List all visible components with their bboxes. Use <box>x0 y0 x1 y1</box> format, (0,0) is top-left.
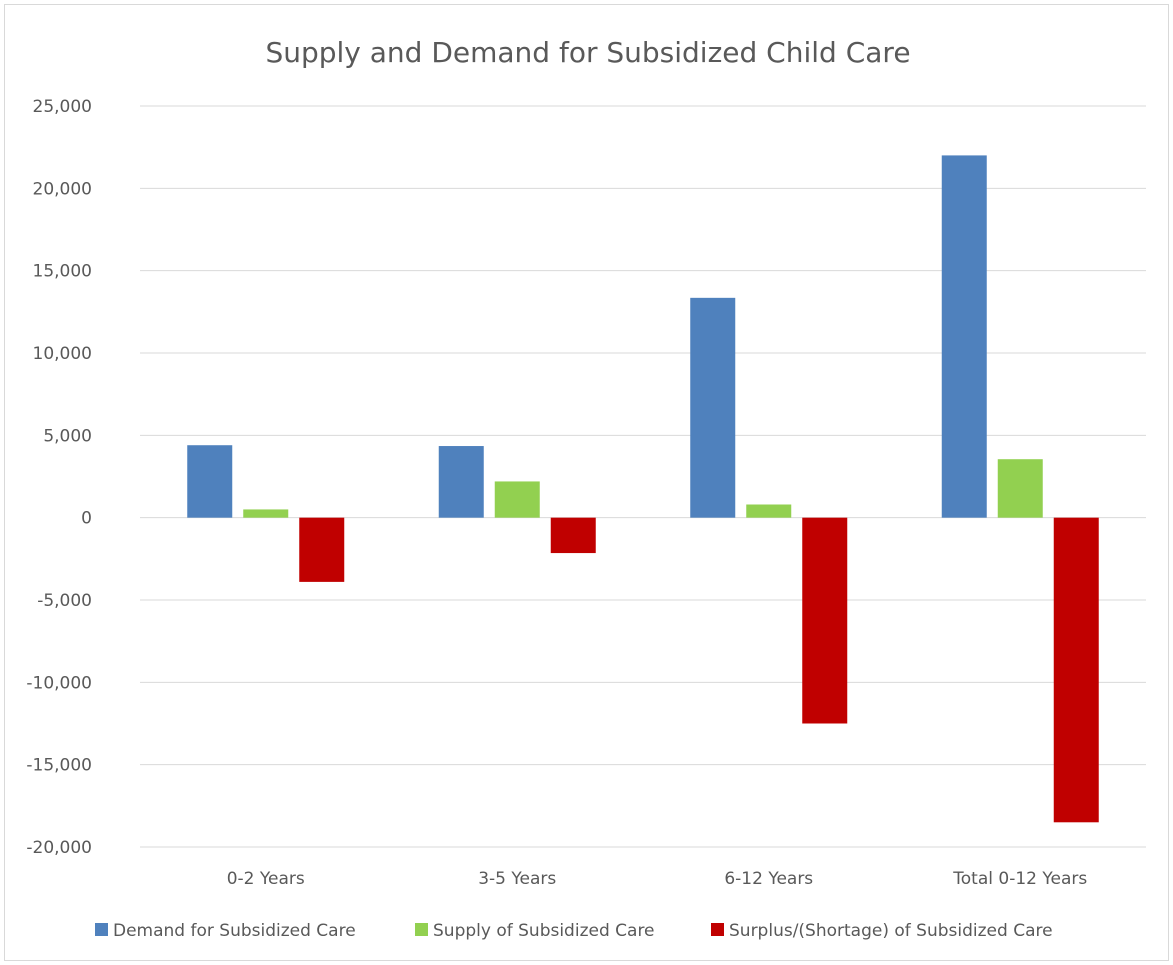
y-axis-tick-labels: 25,000 20,000 15,000 10,000 5,000 0 -5,000 -10,… <box>26 97 92 858</box>
y-tick-label: 20,000 <box>33 179 92 199</box>
bar-surplus-shortage <box>802 517 848 724</box>
x-category-label: 6-12 Years <box>724 869 813 889</box>
bar-supply <box>494 481 540 518</box>
x-category-label: 3-5 Years <box>478 869 556 889</box>
bar-surplus-shortage <box>550 517 596 554</box>
bar-demand <box>690 297 736 518</box>
bar-supply <box>746 504 792 518</box>
legend-label: Supply of Subsidized Care <box>433 921 655 941</box>
y-tick-label: 15,000 <box>33 262 92 282</box>
y-tick-label: -15,000 <box>26 756 92 776</box>
gridlines <box>140 105 1146 848</box>
y-tick-label: -5,000 <box>37 591 92 611</box>
y-tick-label: 0 <box>81 509 92 529</box>
chart-title: Supply and Demand for Subsidized Child C… <box>265 36 910 69</box>
legend: Demand for Subsidized Care Supply of Subs… <box>95 921 1053 941</box>
y-tick-label: 25,000 <box>33 97 92 117</box>
bar-demand <box>941 155 987 518</box>
bar-demand <box>187 445 233 518</box>
bar-supply <box>997 459 1043 518</box>
bar-surplus-shortage <box>1053 517 1099 823</box>
y-tick-label: -20,000 <box>26 838 92 858</box>
legend-swatch <box>95 923 108 936</box>
legend-swatch <box>415 923 428 936</box>
x-category-label: 0-2 Years <box>227 869 305 889</box>
y-tick-label: 5,000 <box>43 426 92 446</box>
bar-demand <box>438 446 484 518</box>
legend-label: Demand for Subsidized Care <box>113 921 356 941</box>
y-tick-label: 10,000 <box>33 344 92 364</box>
legend-label: Surplus/(Shortage) of Subsidized Care <box>729 921 1053 941</box>
bar-surplus-shortage <box>299 517 345 582</box>
bars <box>187 155 1099 823</box>
bar-supply <box>243 509 289 518</box>
y-tick-label: -10,000 <box>26 673 92 693</box>
x-category-label: Total 0-12 Years <box>952 869 1087 889</box>
x-axis-category-labels: 0-2 Years 3-5 Years 6-12 Years Total 0-12 Y… <box>227 869 1088 889</box>
legend-swatch <box>711 923 724 936</box>
